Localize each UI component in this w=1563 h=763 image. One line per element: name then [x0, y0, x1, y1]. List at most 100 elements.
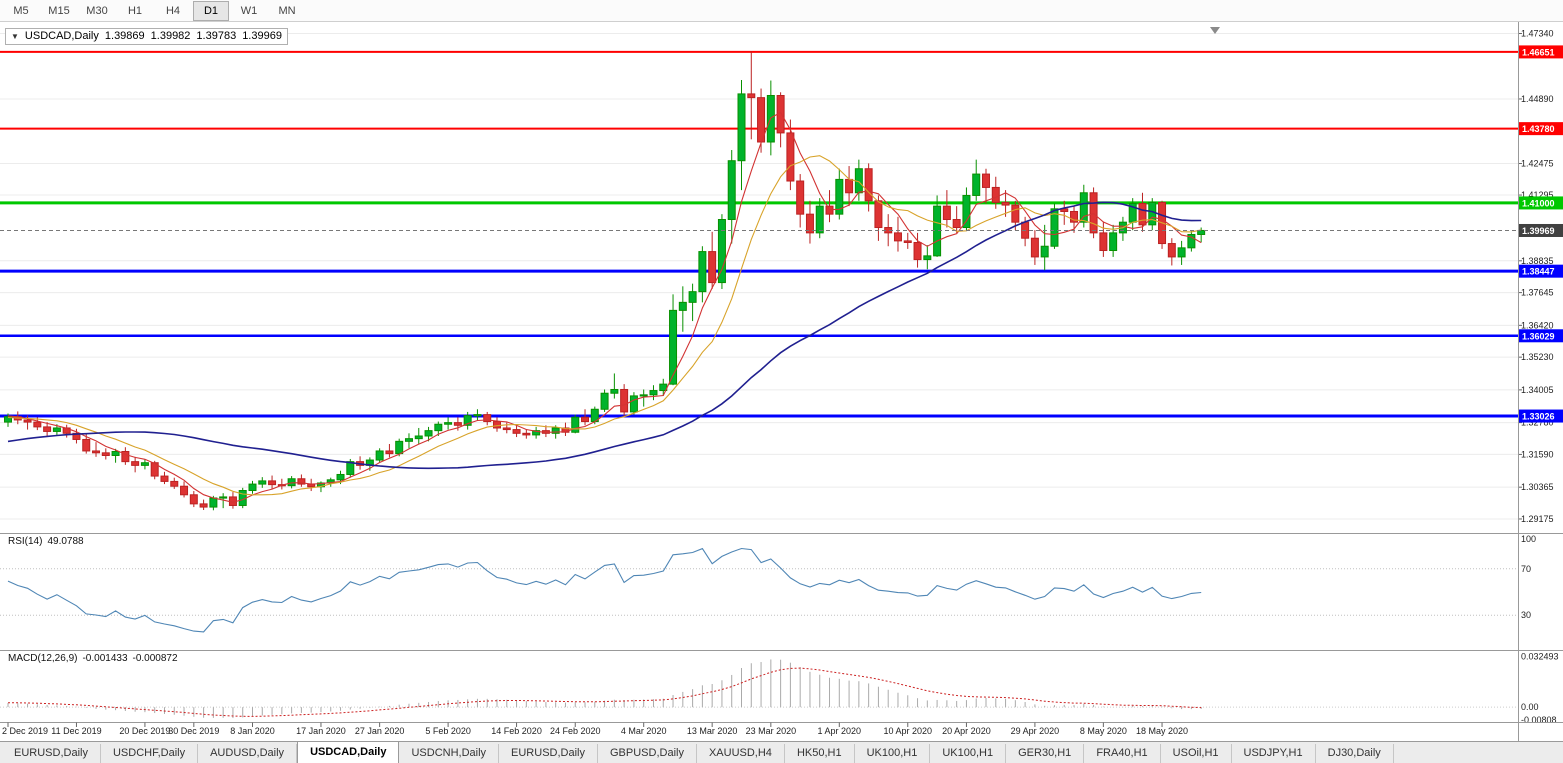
candle-body — [444, 422, 453, 425]
time-axis-label: 29 Apr 2020 — [1011, 726, 1060, 736]
candle-body — [160, 475, 169, 482]
time-axis-label: 30 Dec 2019 — [168, 726, 219, 736]
time-axis-label: 5 Feb 2020 — [425, 726, 471, 736]
price-axis-label: 1.34005 — [1521, 385, 1554, 395]
time-axis-label: 17 Jan 2020 — [296, 726, 346, 736]
candle-body — [845, 178, 854, 194]
chart-tab-gbpusd-daily[interactable]: GBPUSD,Daily — [598, 744, 697, 763]
rsi-axis-label: 30 — [1521, 610, 1531, 620]
chart-tab-fra40-h1[interactable]: FRA40,H1 — [1084, 744, 1161, 763]
macd-axis-label: -0.00808 — [1521, 715, 1557, 725]
chart-tab-usdjpy-h1[interactable]: USDJPY,H1 — [1231, 744, 1316, 763]
rsi-axis-label: 100 — [1521, 534, 1536, 544]
candle-body — [189, 494, 198, 505]
candle-body — [82, 438, 91, 452]
price-tag — [1519, 264, 1563, 278]
candle-body — [502, 427, 511, 431]
candle-body — [170, 480, 179, 487]
timeframe-button-h1[interactable]: H1 — [127, 4, 143, 17]
candle-body — [92, 450, 101, 454]
chart-tab-hk50-h1[interactable]: HK50,H1 — [784, 744, 855, 763]
candle-body — [1099, 232, 1108, 252]
candle-body — [893, 232, 902, 242]
chart-collapse-arrow-icon[interactable]: ▼ — [11, 32, 19, 41]
candle-body — [805, 213, 814, 234]
price-axis-label: 1.35230 — [1521, 352, 1554, 362]
candle-body — [913, 241, 922, 261]
candle-body — [1050, 208, 1059, 247]
candle-body — [874, 200, 883, 229]
candle-body — [688, 291, 697, 303]
candle-body — [395, 440, 404, 455]
candle-body — [375, 450, 384, 461]
candle-body — [180, 485, 189, 496]
candle-body — [52, 427, 61, 432]
candle-body — [522, 432, 531, 436]
chart-tab-usdcad-daily[interactable]: USDCAD,Daily — [297, 741, 400, 763]
candle-body — [835, 178, 844, 215]
chart-canvas[interactable]: 1.47340 1.44890 1.42475 1.41295 1.38835 1.376… — [0, 22, 1563, 741]
time-axis-label: 11 Dec 2019 — [51, 726, 101, 736]
candle-body — [1030, 237, 1039, 258]
chart-tab-ger30-h1[interactable]: GER30,H1 — [1006, 744, 1085, 763]
chart-tab-eurusd-daily[interactable]: EURUSD,Daily — [499, 744, 598, 763]
time-axis-label: 13 Mar 2020 — [687, 726, 738, 736]
candle-body — [199, 503, 208, 508]
timeframe-button-h4[interactable]: H4 — [165, 4, 181, 17]
chart-tab-usdchf-daily[interactable]: USDCHF,Daily — [100, 744, 199, 763]
candle-body — [512, 429, 521, 434]
candle-body — [287, 478, 296, 487]
time-axis-label: 23 Mar 2020 — [746, 726, 797, 736]
timeframe-button-m15[interactable]: M15 — [48, 4, 70, 17]
timeframe-button-mn[interactable]: MN — [278, 4, 296, 17]
candle-body — [424, 430, 433, 437]
chart-area[interactable]: 1.47340 1.44890 1.42475 1.41295 1.38835 1.376… — [0, 22, 1563, 741]
timeframe-button-m5[interactable]: M5 — [13, 4, 29, 17]
chart-tab-usdcnh-daily[interactable]: USDCNH,Daily — [399, 744, 500, 763]
price-axis-label: 1.47340 — [1521, 28, 1554, 38]
chart-tab-uk100-h1[interactable]: UK100,H1 — [854, 744, 931, 763]
candle-body — [1079, 192, 1088, 223]
candle-body — [493, 421, 501, 429]
chart-tab-dj30-daily[interactable]: DJ30,Daily — [1315, 744, 1394, 763]
chart-tab-audusd-daily[interactable]: AUDUSD,Daily — [198, 744, 298, 763]
price-tag — [1519, 196, 1563, 210]
moving-average-40 — [7, 201, 1202, 470]
price-axis-label: 1.37645 — [1521, 288, 1554, 298]
chart-tab-xauusd-h4[interactable]: XAUUSD,H4 — [696, 744, 785, 763]
chart-tab-usoil-h1[interactable]: USOil,H1 — [1160, 744, 1232, 763]
candle-body — [1138, 202, 1147, 226]
macd-axis-label: 0.00 — [1521, 702, 1539, 712]
candle-body — [434, 423, 443, 432]
candle-body — [248, 483, 257, 492]
time-axis-label: 27 Jan 2020 — [355, 726, 405, 736]
candle-body — [4, 416, 12, 423]
candle-body — [737, 93, 746, 162]
price-tag-label: 1.46651 — [1522, 47, 1555, 57]
timeframe-button-m30[interactable]: M30 — [86, 4, 108, 17]
candle-body — [1070, 210, 1079, 223]
timeframe-button-w1[interactable]: W1 — [240, 4, 258, 17]
price-tag-label: 1.41000 — [1522, 198, 1555, 208]
candle-body — [1040, 245, 1049, 258]
price-axis-label: 1.42475 — [1521, 159, 1554, 169]
chart-tab-eurusd-daily[interactable]: EURUSD,Daily — [2, 744, 101, 763]
candle-body — [131, 461, 140, 466]
candle-body — [140, 462, 149, 466]
price-axis-label: 1.32780 — [1521, 418, 1554, 428]
price-axis-label: 1.30365 — [1521, 482, 1554, 492]
candle-body — [1187, 233, 1196, 249]
ohlc-open: 1.39869 — [104, 30, 145, 42]
rsi-value: 49.0788 — [47, 536, 84, 547]
candle-body — [942, 205, 951, 221]
candle-body — [1197, 229, 1206, 235]
time-axis-label: 8 Jan 2020 — [230, 726, 275, 736]
time-axis-label: 10 Apr 2020 — [883, 726, 932, 736]
chart-tab-uk100-h1[interactable]: UK100,H1 — [930, 744, 1007, 763]
candle-body — [717, 219, 726, 284]
timeframe-button-d1[interactable]: D1 — [193, 0, 229, 21]
price-axis-label: 1.44890 — [1521, 94, 1554, 104]
candle-body — [268, 480, 277, 486]
candle-body — [1011, 204, 1020, 223]
price-tag — [1519, 409, 1563, 423]
